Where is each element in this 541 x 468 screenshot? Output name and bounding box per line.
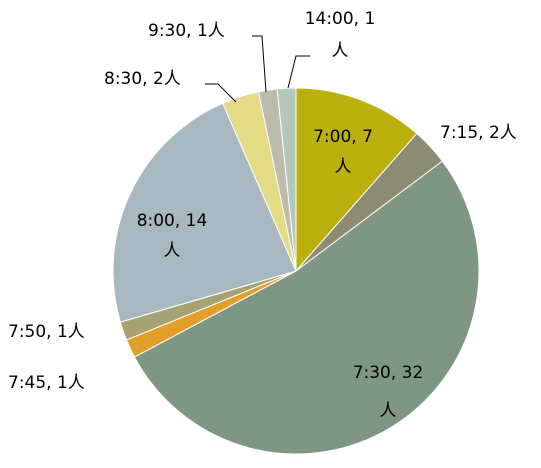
pie-slice-730 [133, 160, 480, 455]
leader-lines [205, 35, 310, 103]
data-label-730: 7:30, 32 人 [353, 363, 424, 421]
leader-line-1400 [287, 55, 310, 89]
data-label-745: 7:45, 1人 [8, 373, 85, 393]
data-labels: 7:00, 7 人 7:15, 2人 7:30, 32 人 7:45, 1人 7:50, 1… [8, 9, 517, 421]
pie-slice-1400 [276, 87, 297, 272]
leader-line-830 [205, 83, 237, 103]
data-label-750: 7:50, 1人 [8, 322, 85, 342]
leader-line-930 [252, 35, 267, 93]
pie-slice-700 [295, 87, 418, 273]
data-label-800: 8:00, 14 人 [137, 211, 208, 261]
data-label-930: 9:30, 1人 [148, 21, 225, 41]
data-label-830: 8:30, 2人 [104, 69, 181, 89]
pie-slice-800 [112, 102, 297, 323]
pie-slices [112, 87, 480, 455]
data-label-715: 7:15, 2人 [440, 123, 517, 143]
